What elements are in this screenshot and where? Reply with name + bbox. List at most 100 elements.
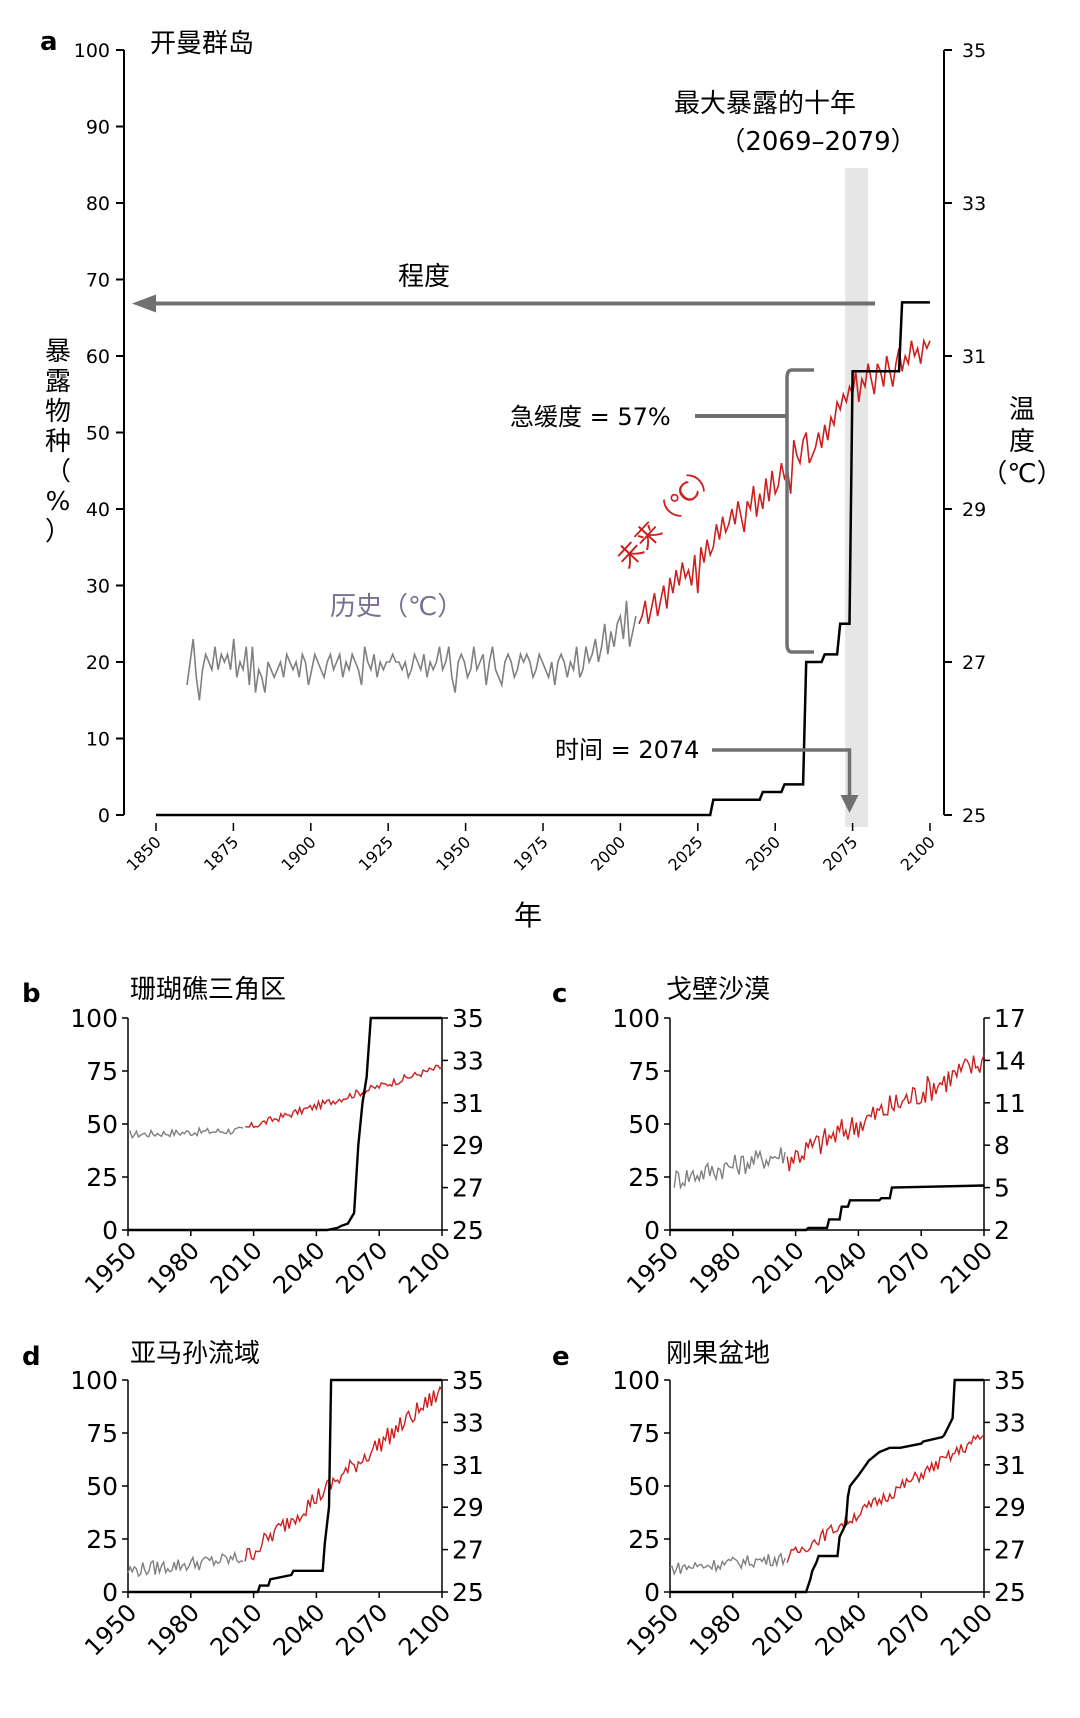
x-tick-label: 2100 xyxy=(897,832,939,874)
x-tick-label: 2000 xyxy=(587,832,629,874)
left-tick-label: 0 xyxy=(98,805,110,827)
right-axis-label-char: 度 xyxy=(1009,427,1035,457)
right-tick-label: 33 xyxy=(994,1408,1026,1437)
right-axis-label-char: 温 xyxy=(1009,395,1035,425)
left-tick-label: 100 xyxy=(612,1004,660,1033)
right-tick-label: 33 xyxy=(962,193,986,215)
right-tick-label: 17 xyxy=(994,1004,1026,1033)
left-tick-label: 30 xyxy=(86,576,110,598)
abruptness-label: 急缓度 = 57% xyxy=(510,403,671,431)
x-tick-label: 1925 xyxy=(355,832,397,874)
right-tick-label: 35 xyxy=(994,1366,1026,1395)
right-tick-label: 25 xyxy=(962,805,986,827)
left-tick-label: 50 xyxy=(628,1110,660,1139)
panel-title: 珊瑚礁三角区 xyxy=(130,975,286,1005)
left-tick-label: 40 xyxy=(86,499,110,521)
magnitude-arrow xyxy=(132,294,875,313)
x-tick-label: 2010 xyxy=(205,1598,268,1661)
panel-b-chart: b 珊瑚礁三角区 0 25 50 75 100 25 27 29 31 33 35 1950 1980 201… xyxy=(22,975,484,1299)
future-temperature-line xyxy=(786,1054,985,1172)
x-tick-label: 1980 xyxy=(142,1236,205,1299)
left-axis-label-char: 物 xyxy=(45,397,71,427)
x-tick-label: 1980 xyxy=(684,1598,747,1661)
right-tick-label: 29 xyxy=(994,1493,1026,1522)
x-tick-label: 2010 xyxy=(747,1236,810,1299)
x-axis-label: 年 xyxy=(514,899,542,932)
abruptness-bracket xyxy=(785,368,814,654)
left-tick-label: 100 xyxy=(70,1366,118,1395)
left-tick-label: 75 xyxy=(628,1057,660,1086)
panel-letter: b xyxy=(22,979,41,1009)
window-range-label: （2069–2079） xyxy=(719,127,916,157)
right-tick-label: 31 xyxy=(962,346,986,368)
right-tick-label: 33 xyxy=(452,1408,484,1437)
historical-temperature-line xyxy=(127,1550,244,1578)
left-tick-label: 25 xyxy=(628,1525,660,1554)
right-tick-label: 2 xyxy=(994,1216,1010,1245)
right-tick-label: 31 xyxy=(452,1451,484,1480)
x-tick-label: 2100 xyxy=(393,1598,456,1661)
left-tick-label: 75 xyxy=(86,1057,118,1086)
left-tick-label: 70 xyxy=(86,270,110,292)
x-tick-label: 1980 xyxy=(684,1236,747,1299)
panel-letter: c xyxy=(552,979,567,1009)
historical-temperature-line xyxy=(669,1551,786,1577)
right-tick-label: 29 xyxy=(452,1493,484,1522)
future-temperature-line xyxy=(245,1064,443,1129)
x-tick-label: 1875 xyxy=(200,832,242,874)
x-tick-label: 1975 xyxy=(510,832,552,874)
left-tick-label: 25 xyxy=(628,1163,660,1192)
x-tick-label: 2010 xyxy=(747,1598,810,1661)
left-tick-label: 0 xyxy=(102,1216,118,1245)
left-axis-label-char: 种 xyxy=(45,427,71,457)
right-tick-label: 35 xyxy=(962,40,986,62)
panel-title: 戈壁沙漠 xyxy=(666,975,770,1005)
exposure-step-line xyxy=(670,1378,984,1594)
panel-title: 刚果盆地 xyxy=(666,1339,770,1369)
timing-arrow-head xyxy=(840,795,859,813)
right-tick-label: 5 xyxy=(994,1174,1010,1203)
left-tick-label: 75 xyxy=(86,1419,118,1448)
x-tick-label: 2025 xyxy=(664,832,706,874)
left-tick-label: 75 xyxy=(628,1419,660,1448)
right-tick-label: 11 xyxy=(994,1089,1026,1118)
right-tick-label: 35 xyxy=(452,1004,484,1033)
left-tick-label: 100 xyxy=(74,40,110,62)
right-tick-label: 27 xyxy=(452,1536,484,1565)
right-tick-label: 27 xyxy=(962,652,986,674)
right-tick-label: 31 xyxy=(994,1451,1026,1480)
future-temperature-line xyxy=(638,337,931,625)
left-axis-label-char: （ xyxy=(45,457,71,487)
x-tick-label: 2040 xyxy=(268,1236,331,1299)
left-tick-label: 10 xyxy=(86,729,110,751)
exposure-step-line xyxy=(128,1378,442,1594)
left-tick-label: 80 xyxy=(86,193,110,215)
historical-temperature-line xyxy=(127,1126,244,1140)
x-axis-ticks: 1850 1875 1900 1925 1950 1975 2000 2025 2050 2075… xyxy=(123,822,939,875)
max-exposure-window xyxy=(845,168,869,827)
panel-a-title: 开曼群岛 xyxy=(150,29,254,59)
right-tick-label: 31 xyxy=(452,1089,484,1118)
right-axis-label: 温度（℃） xyxy=(981,395,1062,489)
x-tick-label: 1980 xyxy=(142,1598,205,1661)
panel-letter: d xyxy=(22,1342,41,1372)
exposure-step-line xyxy=(128,1016,442,1232)
future-temperature-line xyxy=(786,1433,985,1563)
x-tick-label: 1950 xyxy=(79,1236,142,1299)
timing-arrow xyxy=(712,748,852,797)
left-tick-label: 20 xyxy=(86,652,110,674)
historical-label: 历史（℃） xyxy=(330,592,463,622)
left-tick-label: 60 xyxy=(86,346,110,368)
x-tick-label: 2070 xyxy=(330,1598,393,1661)
x-tick-label: 2070 xyxy=(872,1598,935,1661)
timing-label: 时间 = 2074 xyxy=(555,736,699,764)
left-axis-label-char: ） xyxy=(45,517,71,547)
right-tick-label: 27 xyxy=(452,1174,484,1203)
right-tick-label: 29 xyxy=(452,1131,484,1160)
x-tick-label: 1950 xyxy=(432,832,474,874)
historical-temperature-line xyxy=(186,600,637,701)
left-tick-label: 100 xyxy=(612,1366,660,1395)
